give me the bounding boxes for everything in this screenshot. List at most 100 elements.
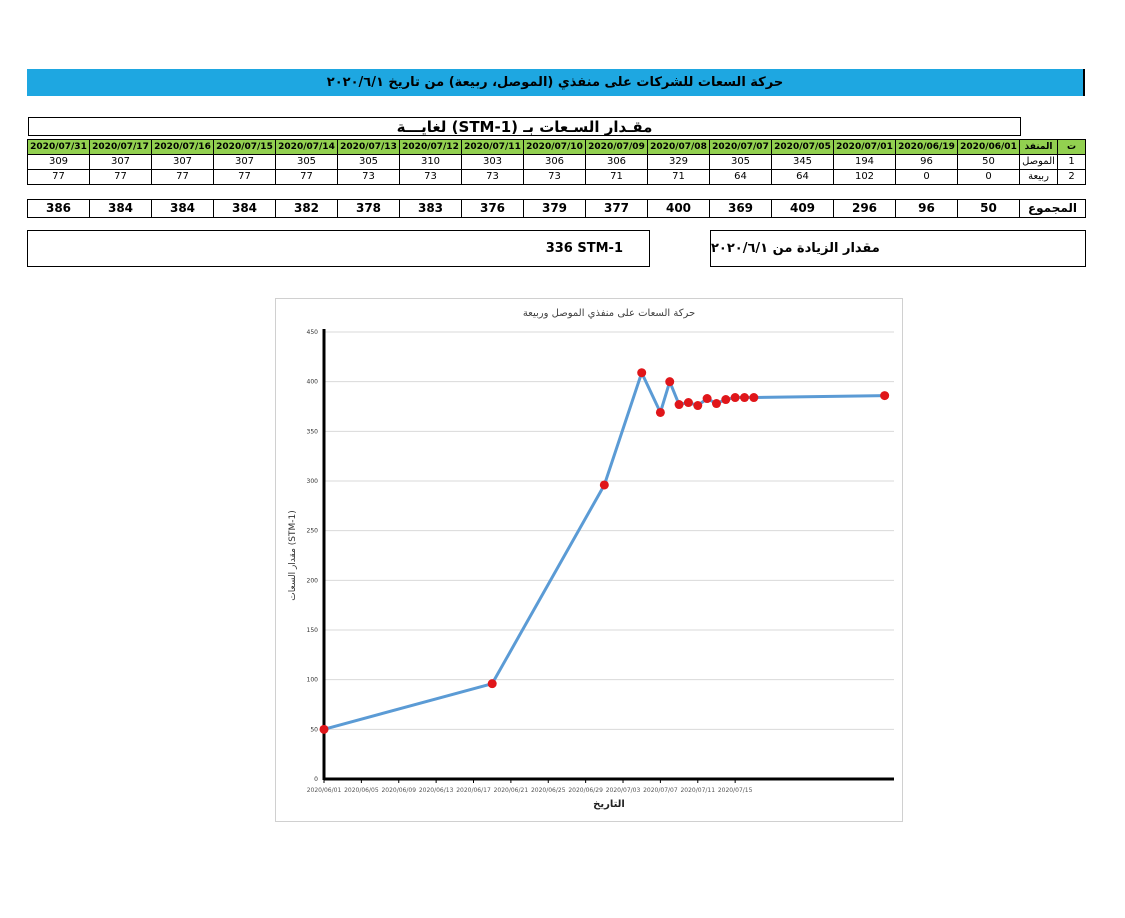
total-cell: 386 [27,199,90,218]
total-cell: 384 [151,199,214,218]
x-tick-label: 2020/06/17 [456,787,491,794]
data-point [487,679,497,689]
chart-frame: 0 50 100 150 200 250 300 350 400 450 2020/06/01 202… [275,298,903,822]
value-cell: 102 [833,169,896,185]
total-cell: 409 [771,199,834,218]
total-cell: 50 [957,199,1020,218]
totals-row: 386 384 384 384 382 378 383 376 379 377 400 369 409 2… [27,199,1086,218]
value-cell: 77 [151,169,214,185]
date-header-cell: 2020/07/13 [337,139,400,155]
value-cell: 309 [27,154,90,170]
date-header-cell: 2020/06/19 [895,139,958,155]
data-point [711,399,721,409]
x-tick-label: 2020/06/09 [381,787,416,794]
value-cell: 306 [523,154,586,170]
value-cell: 307 [213,154,276,170]
x-tick-label: 2020/06/05 [344,787,379,794]
x-axis-label: التاريخ [593,799,625,810]
date-header-cell: 2020/07/14 [275,139,338,155]
date-header-cell: 2020/07/07 [709,139,772,155]
y-tick-label: 450 [307,329,319,336]
x-tick-label: 2020/06/29 [568,787,603,794]
date-header-cell: 2020/07/05 [771,139,834,155]
total-cell: 378 [337,199,400,218]
data-point [739,393,749,403]
data-point [319,724,329,734]
x-tick-label: 2020/06/21 [494,787,529,794]
data-point [721,395,731,405]
data-point [599,480,609,490]
value-cell: 73 [399,169,462,185]
value-cell: 73 [523,169,586,185]
value-cell: 50 [957,154,1020,170]
value-cell: 0 [895,169,958,185]
table-subtitle: مقـدار السـعات بـ (STM-1) لغايـــة [28,117,1021,136]
value-cell: 64 [709,169,772,185]
value-cell: 306 [585,154,648,170]
date-header-row: 2020/07/31 2020/07/17 2020/07/16 2020/07/15… [27,139,1086,155]
increase-value-box: 336 STM-1 [27,230,650,267]
port-name-cell: الموصل [1019,154,1058,170]
date-header-cell: 2020/07/11 [461,139,524,155]
date-header-cell: 2020/07/31 [27,139,90,155]
seq-cell: 2 [1057,169,1086,185]
total-cell: 96 [895,199,958,218]
y-axis-label: مقدار السعات (STM-1) [288,510,298,600]
data-point [702,394,712,404]
total-cell: 383 [399,199,462,218]
data-point [665,377,675,387]
value-cell: 303 [461,154,524,170]
value-cell: 71 [647,169,710,185]
banner-title: حركة السعات للشركات على منفذي (الموصل، ر… [27,69,1085,96]
y-tick-label: 0 [314,776,318,783]
value-cell: 71 [585,169,648,185]
capacity-table: 2020/07/31 2020/07/17 2020/07/16 2020/07/15… [27,139,1086,185]
value-cell: 310 [399,154,462,170]
date-header-cell: 2020/07/12 [399,139,462,155]
date-header-cell: 2020/07/09 [585,139,648,155]
value-cell: 307 [151,154,214,170]
value-cell: 307 [89,154,152,170]
x-tick-label: 2020/06/25 [531,787,566,794]
chart-title: حركة السعات على منفذي الموصل وربيعة [523,308,695,319]
value-cell: 345 [771,154,834,170]
data-point [880,391,890,401]
x-tick-label: 2020/07/03 [606,787,641,794]
increase-label-box: مقدار الزيادة من ٢٠٢٠/٦/١ [710,230,1086,267]
data-point [683,398,693,408]
value-cell: 77 [27,169,90,185]
date-header-cell: 2020/07/08 [647,139,710,155]
table-row: 309 307 307 307 305 305 310 303 306 306 329 305 345 1… [27,154,1086,170]
data-point [749,393,759,403]
total-cell: 382 [275,199,338,218]
port-name-cell: ربيعة [1019,169,1058,185]
value-cell: 0 [957,169,1020,185]
value-cell: 77 [213,169,276,185]
value-cell: 77 [89,169,152,185]
increase-value: 336 STM-1 [545,241,623,256]
series-line [323,371,885,731]
x-tick-label: 2020/07/15 [718,787,753,794]
date-header-cell: 2020/07/10 [523,139,586,155]
y-tick-label: 150 [307,627,319,634]
value-cell: 64 [771,169,834,185]
value-cell: 73 [337,169,400,185]
seq-cell: 1 [1057,154,1086,170]
data-point [730,393,740,403]
total-cell: 369 [709,199,772,218]
date-header-cell: 2020/07/01 [833,139,896,155]
total-cell: 379 [523,199,586,218]
y-tick-label: 50 [310,726,318,733]
total-cell: 296 [833,199,896,218]
x-tick-label: 2020/07/11 [680,787,715,794]
total-cell: 400 [647,199,710,218]
value-cell: 73 [461,169,524,185]
increase-label: مقدار الزيادة من ٢٠٢٠/٦/١ [711,241,880,256]
value-cell: 305 [275,154,338,170]
y-tick-label: 400 [307,379,319,386]
x-tick-label: 2020/07/07 [643,787,678,794]
data-point [655,407,665,417]
data-point [674,400,684,410]
date-header-cell: 2020/07/15 [213,139,276,155]
